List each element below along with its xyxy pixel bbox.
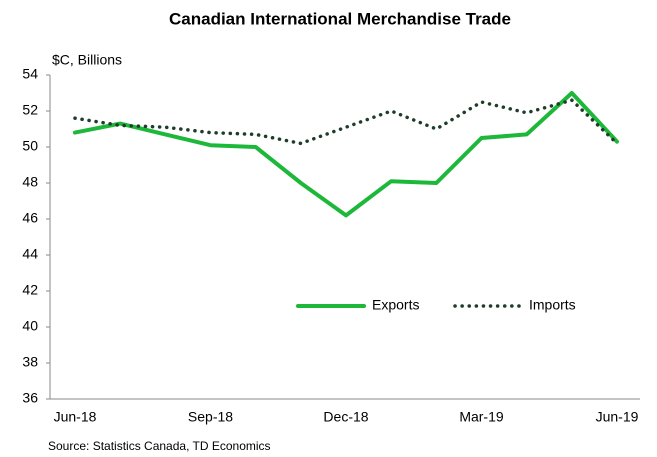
y-tick-label: 46 — [22, 210, 38, 226]
x-tick-label: Jun-18 — [54, 409, 97, 425]
source-note: Source: Statistics Canada, TD Economics — [48, 439, 271, 453]
y-axis-label: $C, Billions — [52, 52, 122, 68]
y-tick-label: 48 — [22, 174, 38, 190]
y-tick-label: 40 — [22, 318, 38, 334]
y-tick-label: 50 — [22, 138, 38, 154]
x-tick-label: Jun-19 — [596, 409, 639, 425]
series-line — [73, 98, 619, 146]
y-tick-label: 44 — [22, 246, 38, 262]
chart-title: Canadian International Merchandise Trade — [169, 9, 511, 28]
x-tick-label: Sep-18 — [188, 409, 233, 425]
y-tick-label: 54 — [22, 66, 38, 82]
series-line — [73, 91, 619, 218]
x-tick-label: Mar-19 — [459, 409, 504, 425]
y-tick-label: 52 — [22, 102, 38, 118]
y-tick-label: 42 — [22, 282, 38, 298]
y-tick-label: 38 — [22, 354, 38, 370]
y-tick-label: 36 — [22, 390, 38, 406]
legend-label: Imports — [529, 297, 576, 313]
legend-label: Exports — [372, 297, 419, 313]
x-tick-label: Dec-18 — [323, 409, 368, 425]
